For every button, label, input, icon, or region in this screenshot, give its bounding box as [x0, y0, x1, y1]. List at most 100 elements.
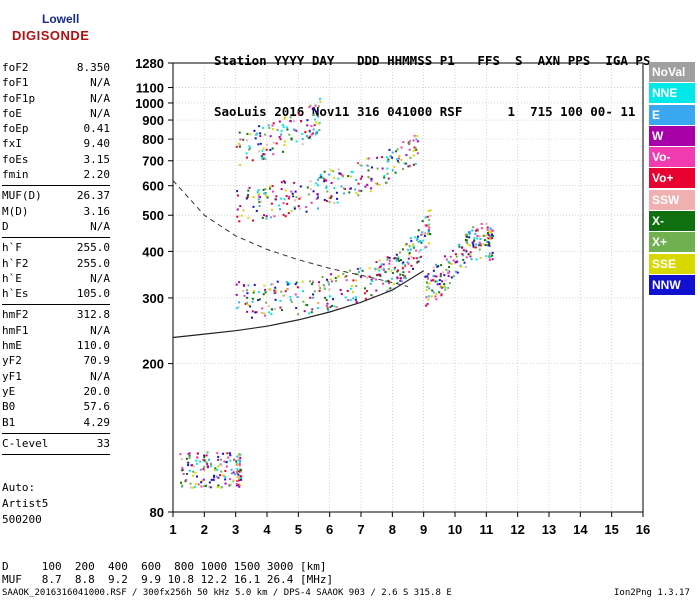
trace-point — [246, 292, 249, 295]
trace-point — [248, 148, 251, 151]
trace-point — [298, 197, 301, 200]
trace-point — [370, 177, 373, 180]
trace-point — [478, 235, 481, 238]
trace-point — [370, 294, 373, 297]
trace-point — [356, 267, 359, 270]
trace-point — [323, 198, 326, 201]
trace-point — [294, 293, 297, 296]
trace-point — [405, 154, 408, 157]
trace-point — [328, 196, 331, 199]
trace-point — [230, 468, 233, 471]
trace-point — [415, 148, 418, 151]
trace-point — [425, 224, 428, 227]
trace-point — [475, 258, 478, 261]
trace-point — [425, 281, 428, 284]
trace-point — [279, 197, 282, 200]
trace-point — [369, 190, 372, 193]
trace-point — [425, 304, 428, 307]
trace-point — [239, 453, 242, 456]
trace-point — [327, 309, 330, 312]
trace-point — [393, 257, 396, 260]
trace-point — [423, 234, 426, 237]
trace-point — [320, 176, 323, 179]
trace-point — [296, 286, 299, 289]
param-label: B1 — [2, 415, 16, 429]
trace-point — [448, 261, 451, 264]
muf-curve — [172, 180, 409, 287]
trace-point — [379, 274, 382, 277]
trace-point — [430, 279, 433, 282]
trace-point — [382, 267, 385, 270]
trace-point — [415, 138, 418, 141]
trace-point — [434, 280, 437, 283]
trace-point — [328, 288, 331, 291]
trace-point — [445, 268, 448, 271]
muf-distance-row: D 100 200 400 600 800 1000 1500 3000 [km… — [2, 560, 327, 573]
trace-point — [386, 256, 389, 259]
trace-point — [323, 180, 326, 183]
param-label: foE — [2, 106, 22, 120]
trace-point — [308, 137, 311, 140]
trace-point — [254, 311, 257, 314]
trace-point — [397, 161, 400, 164]
y-tick-label: 300 — [142, 291, 164, 306]
param-value: N/A — [90, 369, 110, 383]
trace-point — [188, 454, 191, 457]
trace-point — [401, 265, 404, 268]
trace-point — [237, 479, 240, 482]
trace-point — [270, 308, 273, 311]
trace-point — [257, 143, 260, 146]
param-label: h`F2 — [2, 256, 29, 270]
trace-point — [269, 148, 272, 151]
trace-point — [228, 484, 231, 487]
trace-point — [318, 284, 321, 287]
trace-point — [222, 474, 225, 477]
trace-point — [217, 484, 220, 487]
trace-point — [284, 140, 287, 143]
digisonde-logo: Lowell DIGISONDE — [4, 6, 89, 43]
trace-point — [240, 478, 243, 481]
param-row: D N/A — [2, 219, 110, 234]
trace-point — [315, 182, 318, 185]
trace-point — [217, 476, 220, 479]
trace-point — [384, 271, 387, 274]
trace-point — [225, 461, 228, 464]
trace-point — [399, 277, 402, 280]
trace-point — [210, 465, 213, 468]
trace-point — [309, 280, 312, 283]
trace-point — [235, 307, 238, 310]
trace-point — [368, 267, 371, 270]
trace-point — [482, 234, 485, 237]
trace-point — [206, 451, 209, 454]
trace-point — [388, 148, 391, 151]
trace-point — [474, 232, 477, 235]
trace-point — [368, 275, 371, 278]
trace-point — [356, 162, 359, 165]
trace-point — [391, 169, 394, 172]
trace-point — [307, 193, 310, 196]
trace-point — [378, 259, 381, 262]
x-tick-label: 9 — [420, 522, 427, 537]
trace-point — [348, 191, 351, 194]
trace-point — [429, 233, 432, 236]
trace-point — [438, 279, 441, 282]
trace-point — [406, 261, 409, 264]
trace-point — [270, 202, 273, 205]
trace-point — [428, 295, 431, 298]
trace-point — [417, 241, 420, 244]
trace-point — [330, 196, 333, 199]
trace-point — [340, 185, 343, 188]
trace-point — [424, 245, 427, 248]
trace-point — [370, 278, 373, 281]
trace-point — [367, 176, 370, 179]
trace-point — [265, 143, 268, 146]
trace-point — [205, 454, 208, 457]
trace-point — [239, 205, 242, 208]
trace-point — [472, 245, 475, 248]
trace-point — [226, 452, 229, 455]
trace-point — [264, 314, 267, 317]
trace-point — [418, 256, 421, 259]
trace-point — [270, 283, 273, 286]
trace-point — [332, 176, 335, 179]
trace-point — [412, 163, 415, 166]
